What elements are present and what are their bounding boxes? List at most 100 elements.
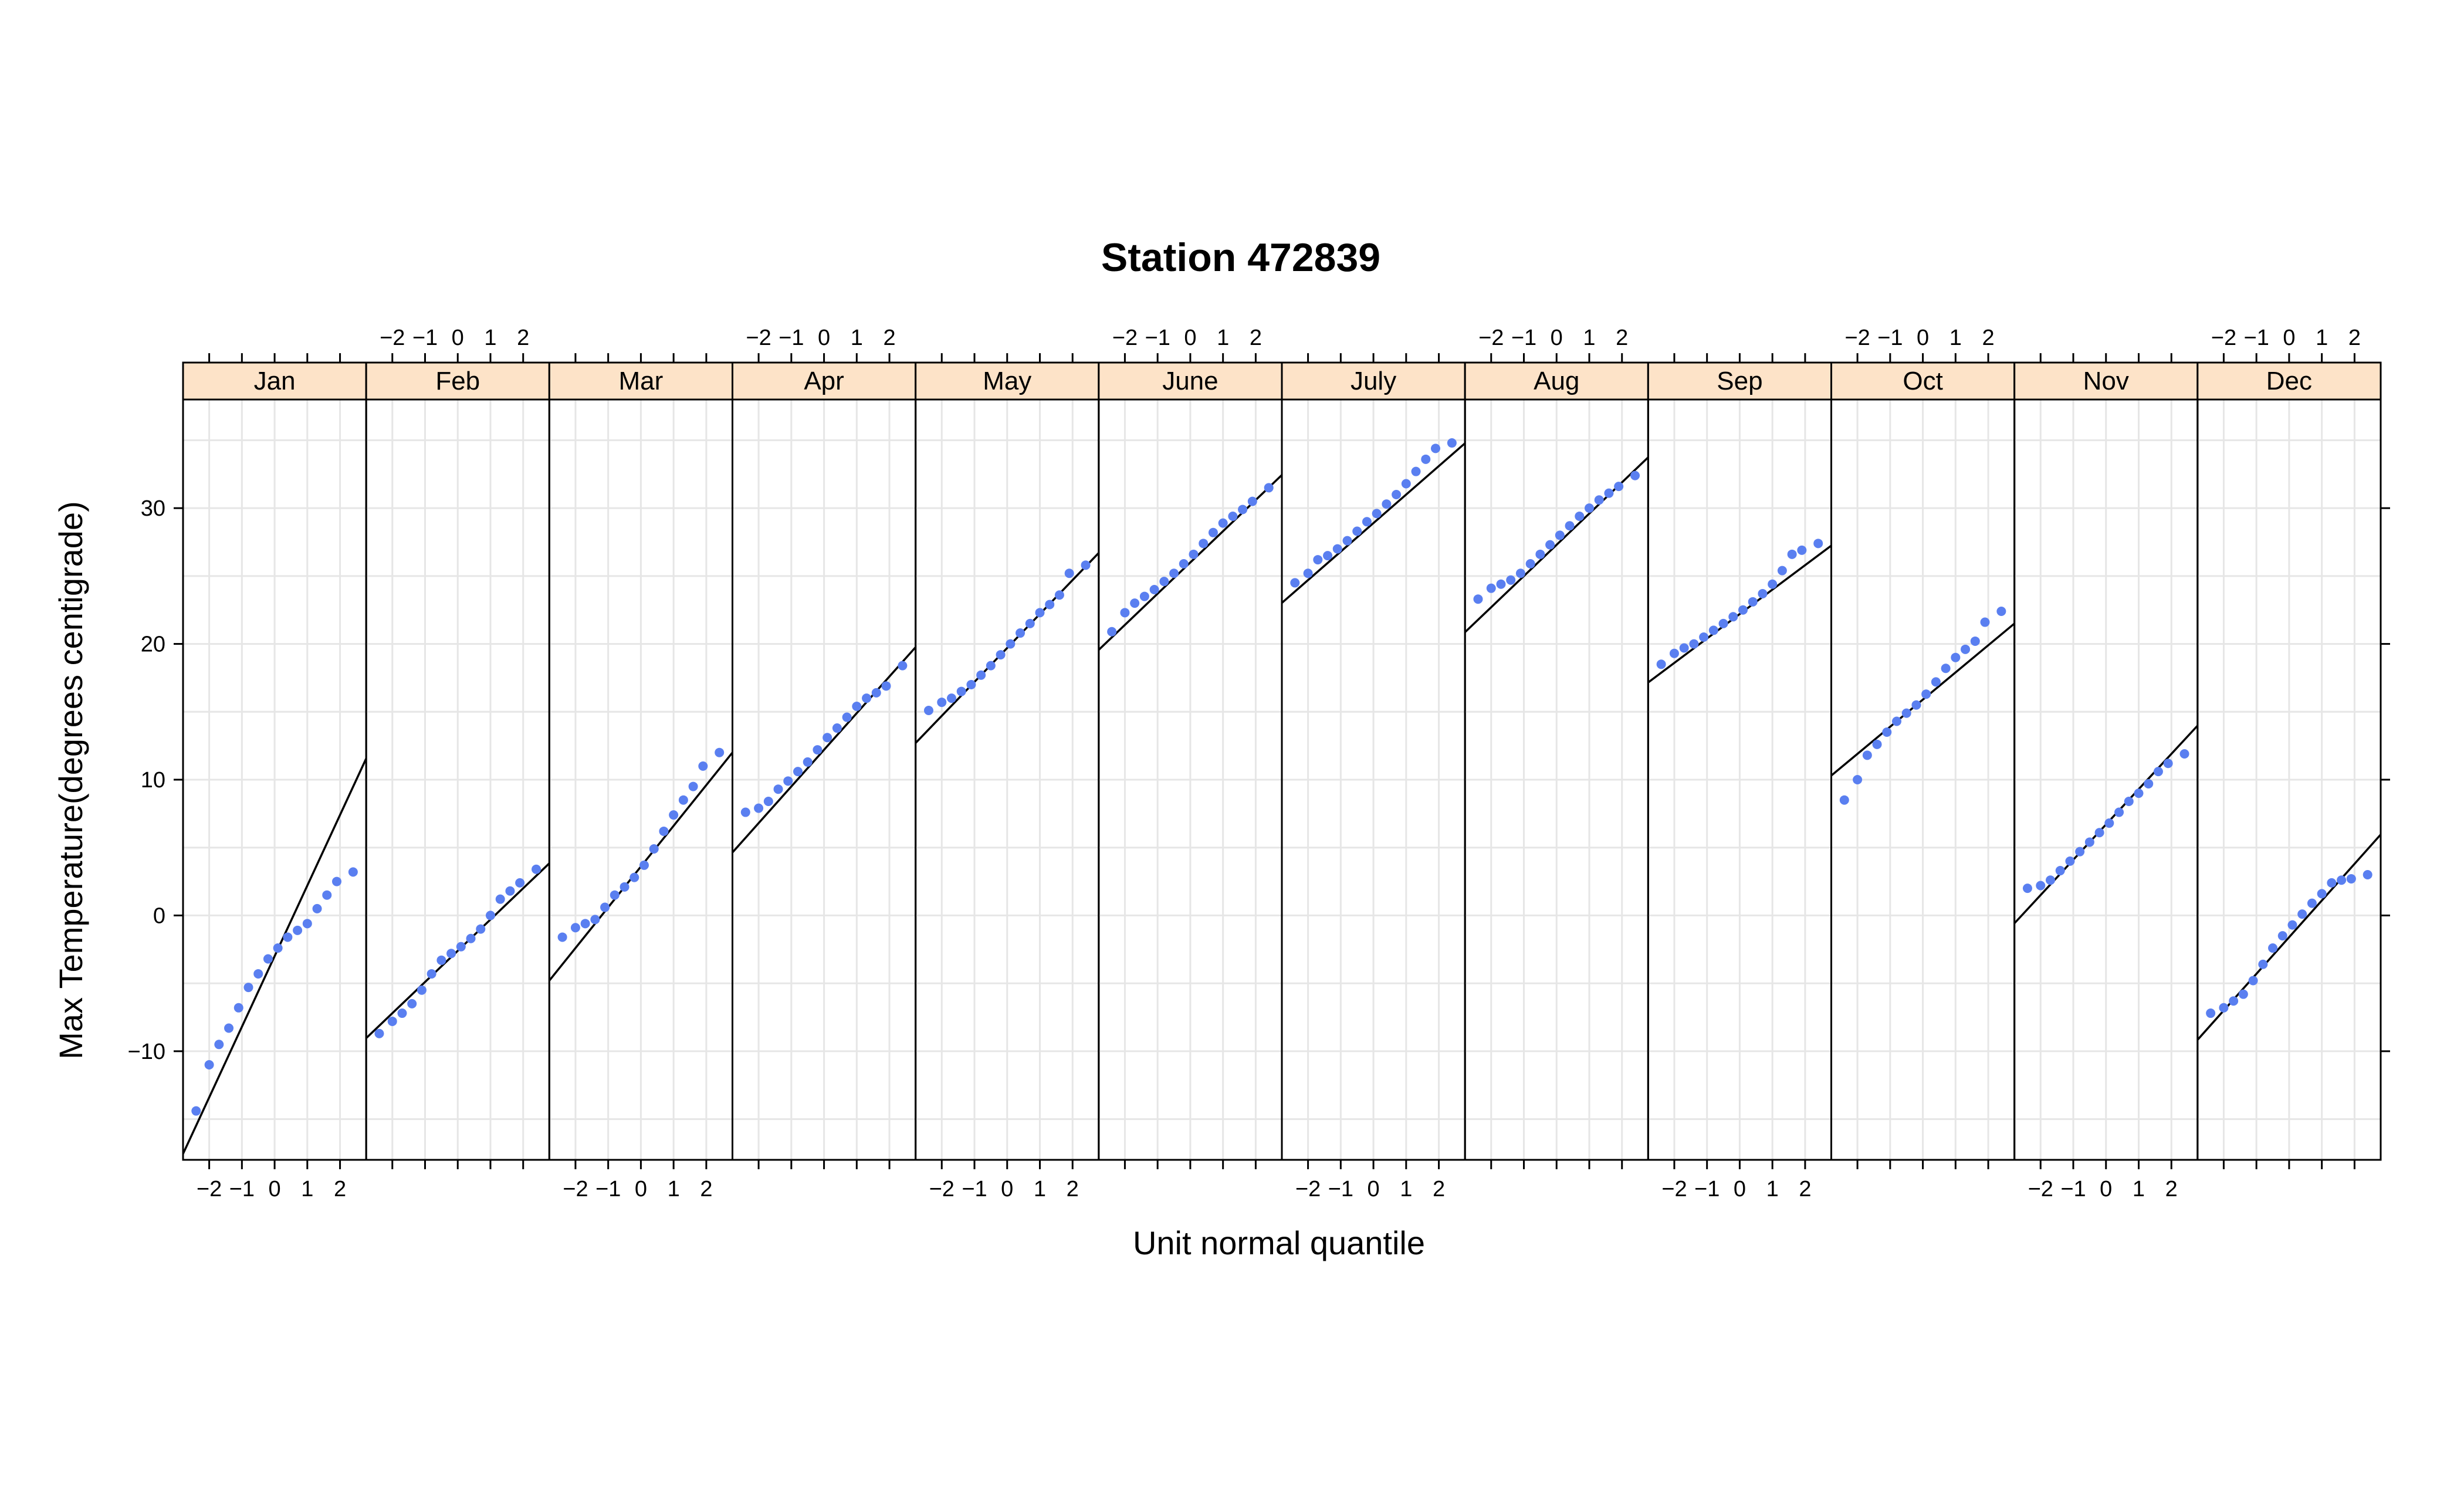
panel-oct: Oct −2 −1 0 1 2	[1830, 326, 2016, 1169]
data-point	[1447, 438, 1457, 448]
x-tick-label: 0	[1368, 1177, 1380, 1201]
data-point	[2134, 788, 2144, 798]
panel-july: July −2 −1 0 1 2	[1281, 353, 1466, 1201]
reference-line	[2197, 834, 2381, 1041]
data-point	[1120, 608, 1130, 618]
x-tick-label: 1	[1583, 326, 1595, 350]
data-point	[1199, 539, 1209, 549]
data-point	[1107, 627, 1117, 637]
data-point	[1901, 708, 1911, 718]
data-point	[253, 969, 263, 979]
data-point	[1303, 568, 1313, 578]
strip-label: July	[1351, 367, 1396, 395]
data-point	[1392, 490, 1402, 499]
data-point	[1718, 618, 1728, 628]
data-point	[204, 1060, 214, 1069]
x-tick-label: −1	[2244, 326, 2269, 350]
data-point	[1768, 579, 1778, 589]
data-point	[740, 807, 750, 817]
data-point	[1882, 727, 1892, 737]
x-tick-label: −1	[779, 326, 804, 350]
strip	[915, 361, 1100, 401]
data-point	[495, 894, 505, 904]
data-point	[1149, 585, 1159, 594]
data-point	[427, 969, 436, 979]
reference-line	[366, 862, 550, 1039]
x-tick-label: −1	[962, 1177, 987, 1201]
data-point	[1594, 495, 1604, 505]
data-point	[293, 925, 303, 935]
reference-line	[915, 552, 1099, 744]
data-point	[1748, 597, 1758, 607]
data-point	[1575, 512, 1585, 522]
x-tick-label: −1	[1511, 326, 1536, 350]
x-tick-label: 0	[1917, 326, 1929, 350]
panel-nov: Nov −2 −1 0 1 2	[2013, 353, 2199, 1201]
data-point	[1401, 479, 1411, 489]
data-point	[485, 911, 495, 920]
data-point	[659, 826, 669, 836]
data-point	[1421, 454, 1431, 464]
data-point	[1139, 591, 1149, 601]
x-tick-label: −2	[1844, 326, 1870, 350]
x-tick-label: −1	[2060, 1177, 2086, 1201]
strip-label: May	[983, 367, 1031, 395]
data-point	[823, 733, 832, 743]
strip-label: Nov	[2083, 367, 2129, 395]
x-tick-label: −1	[1145, 326, 1170, 350]
data-point	[2084, 837, 2094, 847]
x-tick-label: −2	[1112, 326, 1138, 350]
data-point	[754, 803, 764, 813]
x-tick-label: 2	[1433, 1177, 1445, 1201]
panel-dec: Dec −2 −1 0 1 2	[2196, 326, 2382, 1169]
data-point	[1382, 499, 1392, 509]
data-point	[2248, 976, 2258, 986]
data-point	[1853, 775, 1863, 784]
data-point	[1035, 608, 1045, 618]
y-tick-label: 20	[141, 632, 165, 657]
strip-label: Apr	[804, 367, 844, 395]
y-tick-label: 0	[153, 903, 165, 928]
x-tick-label: −2	[380, 326, 405, 350]
x-tick-label: 0	[2100, 1177, 2112, 1201]
data-point	[629, 872, 639, 882]
data-point	[1970, 636, 1980, 646]
strip-label: Dec	[2266, 367, 2312, 395]
data-point	[1486, 583, 1496, 593]
data-point	[783, 776, 793, 786]
data-point	[1342, 536, 1352, 546]
data-point	[446, 949, 456, 959]
x-tick-label: 1	[851, 326, 863, 350]
panel-sep: Sep −2 −1 0 1 2	[1647, 353, 1832, 1201]
x-tick-label: 1	[1217, 326, 1229, 350]
data-point	[2022, 884, 2032, 893]
data-point	[2153, 767, 2163, 777]
data-point	[331, 876, 341, 886]
data-point	[263, 954, 273, 964]
data-point	[1565, 521, 1575, 531]
data-point	[2363, 870, 2372, 879]
data-point	[923, 705, 933, 715]
data-point	[1290, 578, 1300, 588]
data-point	[2045, 875, 2055, 885]
reference-line	[732, 646, 916, 854]
data-point	[505, 886, 515, 896]
x-tick-label: 2	[1982, 326, 1995, 350]
data-point	[1264, 483, 1274, 493]
data-point	[763, 797, 773, 807]
data-point	[871, 688, 881, 698]
data-point	[322, 890, 332, 900]
data-point	[1218, 518, 1228, 528]
data-point	[2163, 759, 2173, 769]
reference-line	[183, 758, 367, 1155]
data-point	[639, 860, 649, 870]
data-point	[2179, 749, 2189, 759]
data-point	[688, 781, 698, 791]
data-point	[1054, 590, 1064, 600]
data-point	[1941, 664, 1951, 673]
data-point	[283, 932, 293, 942]
x-tick-label: 0	[1001, 1177, 1013, 1201]
strip	[182, 361, 367, 401]
data-point	[2114, 807, 2124, 817]
data-point	[397, 1008, 407, 1018]
